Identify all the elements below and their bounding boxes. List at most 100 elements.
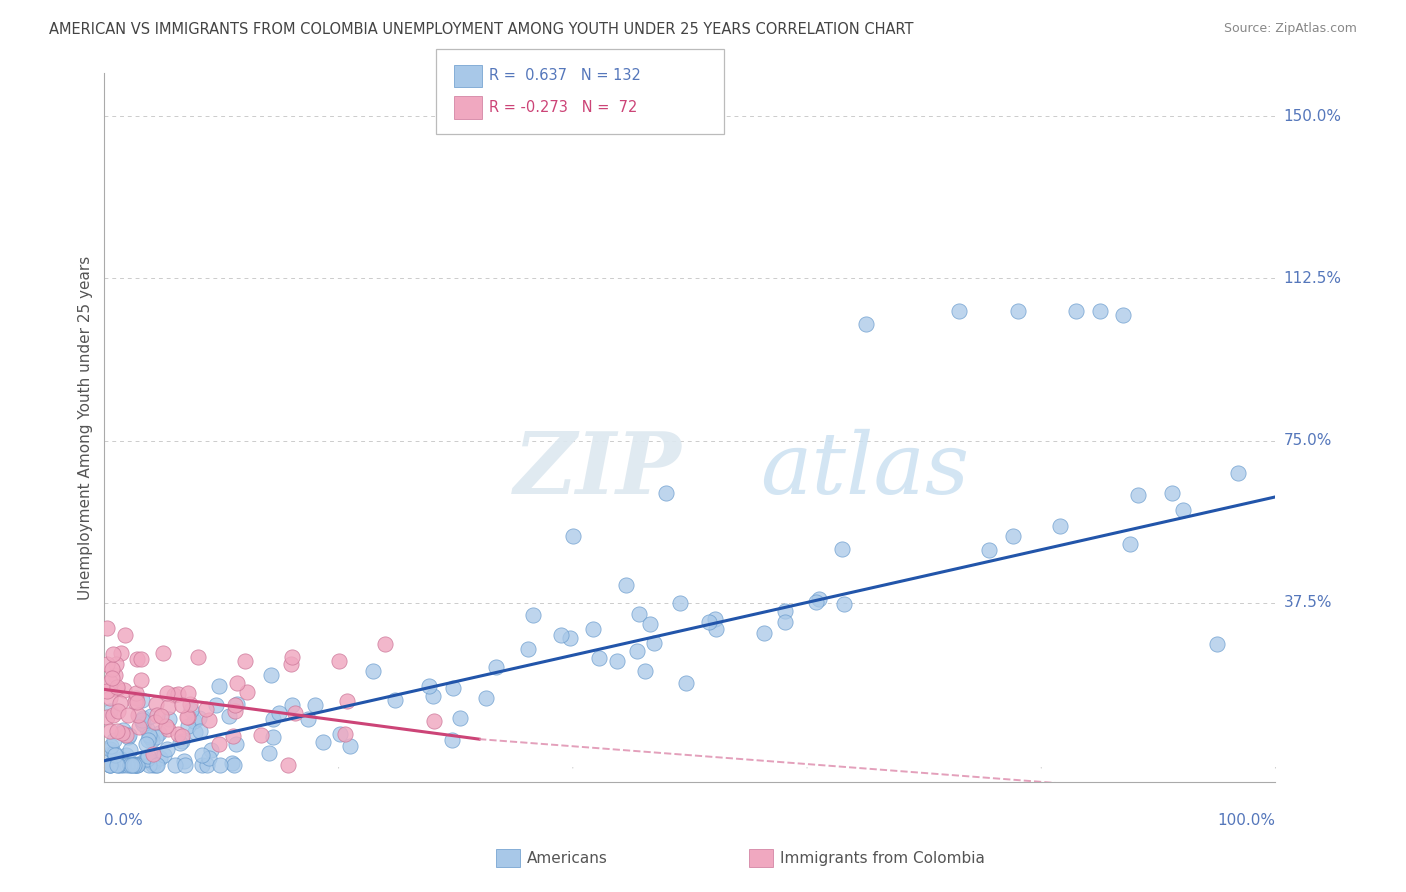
Point	[655, 485, 678, 500]
Point	[156, 722, 179, 736]
Point	[423, 714, 446, 728]
Point	[125, 695, 148, 709]
Point	[187, 649, 209, 664]
Point	[103, 667, 125, 681]
Point	[167, 727, 190, 741]
Point	[103, 746, 125, 760]
Point	[312, 734, 335, 748]
Point	[125, 758, 148, 772]
Point	[304, 698, 326, 713]
Point	[257, 746, 280, 760]
Point	[104, 657, 127, 671]
Point	[127, 708, 149, 723]
Point	[773, 615, 796, 630]
Point	[127, 758, 149, 772]
Point	[107, 704, 129, 718]
Point	[101, 662, 124, 676]
Point	[329, 727, 352, 741]
Point	[191, 758, 214, 772]
Point	[125, 758, 148, 772]
Point	[198, 751, 221, 765]
Point	[124, 686, 146, 700]
Point	[107, 758, 129, 772]
Point	[103, 732, 125, 747]
Point	[145, 758, 167, 772]
Point	[170, 698, 193, 712]
Point	[120, 758, 142, 772]
Point	[146, 707, 169, 722]
Point	[174, 758, 197, 772]
Text: Immigrants from Colombia: Immigrants from Colombia	[780, 851, 986, 865]
Point	[418, 680, 440, 694]
Point	[135, 723, 157, 737]
Point	[149, 751, 172, 765]
Point	[1049, 519, 1071, 533]
Point	[105, 724, 128, 739]
Point	[183, 714, 205, 728]
Point	[101, 707, 124, 722]
Point	[1118, 537, 1140, 551]
Point	[638, 617, 661, 632]
Point	[136, 733, 159, 747]
Point	[155, 719, 177, 733]
Point	[117, 708, 139, 723]
Point	[170, 733, 193, 747]
Point	[139, 709, 162, 723]
Point	[98, 675, 121, 690]
Point	[374, 637, 396, 651]
Text: 75.0%: 75.0%	[1284, 434, 1331, 448]
Point	[218, 709, 240, 723]
Point	[832, 597, 855, 611]
Point	[96, 683, 118, 698]
Point	[153, 747, 176, 762]
Point	[208, 679, 231, 693]
Point	[98, 747, 121, 762]
Point	[233, 654, 256, 668]
Point	[135, 737, 157, 751]
Point	[179, 697, 201, 711]
Point	[550, 628, 572, 642]
Point	[98, 758, 121, 772]
Point	[98, 758, 121, 772]
Point	[262, 731, 284, 745]
Point	[626, 644, 648, 658]
Point	[697, 615, 720, 629]
Point	[281, 698, 304, 712]
Point	[98, 758, 121, 772]
Point	[138, 728, 160, 742]
Point	[384, 693, 406, 707]
Point	[117, 731, 139, 745]
Point	[221, 729, 243, 743]
Point	[474, 690, 496, 705]
Point	[224, 698, 246, 712]
Point	[1206, 637, 1229, 651]
Point	[110, 752, 132, 766]
Point	[134, 753, 156, 767]
Point	[118, 727, 141, 741]
Point	[1066, 304, 1088, 318]
Point	[105, 680, 128, 694]
Point	[169, 736, 191, 750]
Text: Americans: Americans	[527, 851, 609, 865]
Point	[606, 655, 628, 669]
Point	[226, 697, 249, 711]
Point	[141, 732, 163, 747]
Point	[522, 608, 544, 623]
Point	[128, 720, 150, 734]
Point	[142, 755, 165, 769]
Point	[1160, 486, 1182, 500]
Point	[111, 758, 134, 772]
Point	[335, 727, 357, 741]
Point	[262, 712, 284, 726]
Point	[165, 758, 187, 772]
Point	[138, 758, 160, 772]
Point	[200, 742, 222, 756]
Point	[120, 742, 142, 756]
Point	[205, 698, 228, 712]
Point	[177, 718, 200, 732]
Point	[124, 695, 146, 709]
Point	[634, 664, 657, 678]
Text: R =  0.637   N = 132: R = 0.637 N = 132	[489, 69, 641, 83]
Point	[260, 668, 283, 682]
Point	[131, 673, 153, 688]
